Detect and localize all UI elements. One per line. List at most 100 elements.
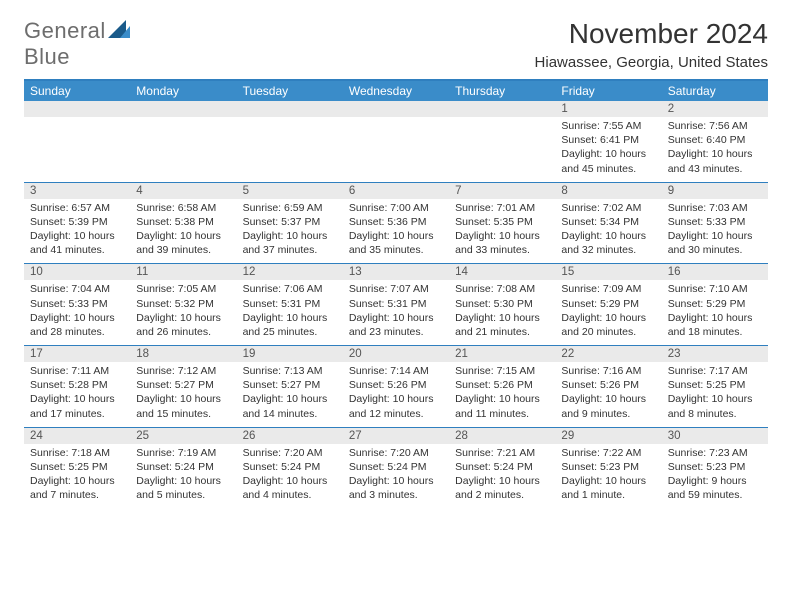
sunset-text: Sunset: 5:31 PM bbox=[243, 297, 337, 311]
day-header-row: SundayMondayTuesdayWednesdayThursdayFrid… bbox=[24, 81, 768, 101]
sunrise-text: Sunrise: 7:09 AM bbox=[561, 282, 655, 296]
day-cell: Sunrise: 7:17 AMSunset: 5:25 PMDaylight:… bbox=[662, 362, 768, 427]
daylight-text: Daylight: 10 hours and 39 minutes. bbox=[136, 229, 230, 257]
sunset-text: Sunset: 5:31 PM bbox=[349, 297, 443, 311]
daylight-text: Daylight: 10 hours and 7 minutes. bbox=[30, 474, 124, 502]
date-cell: 20 bbox=[343, 346, 449, 362]
sunset-text: Sunset: 5:23 PM bbox=[561, 460, 655, 474]
sunrise-text: Sunrise: 7:23 AM bbox=[668, 446, 762, 460]
date-row: 17181920212223 bbox=[24, 345, 768, 362]
sunset-text: Sunset: 5:35 PM bbox=[455, 215, 549, 229]
date-cell: 12 bbox=[237, 264, 343, 280]
date-cell: 25 bbox=[130, 428, 236, 444]
date-cell: 16 bbox=[662, 264, 768, 280]
date-cell: 29 bbox=[555, 428, 661, 444]
sunset-text: Sunset: 5:24 PM bbox=[136, 460, 230, 474]
content-row: Sunrise: 7:11 AMSunset: 5:28 PMDaylight:… bbox=[24, 362, 768, 427]
day-cell bbox=[343, 117, 449, 182]
date-cell: 8 bbox=[555, 183, 661, 199]
sunrise-text: Sunrise: 6:58 AM bbox=[136, 201, 230, 215]
sunset-text: Sunset: 5:26 PM bbox=[561, 378, 655, 392]
day-cell: Sunrise: 7:20 AMSunset: 5:24 PMDaylight:… bbox=[237, 444, 343, 509]
sunset-text: Sunset: 5:33 PM bbox=[668, 215, 762, 229]
daylight-text: Daylight: 10 hours and 32 minutes. bbox=[561, 229, 655, 257]
date-cell: 18 bbox=[130, 346, 236, 362]
sunset-text: Sunset: 5:24 PM bbox=[455, 460, 549, 474]
date-cell: 3 bbox=[24, 183, 130, 199]
sunset-text: Sunset: 5:33 PM bbox=[30, 297, 124, 311]
day-header: Thursday bbox=[449, 81, 555, 101]
sunrise-text: Sunrise: 7:13 AM bbox=[243, 364, 337, 378]
date-cell: 28 bbox=[449, 428, 555, 444]
day-cell: Sunrise: 7:02 AMSunset: 5:34 PMDaylight:… bbox=[555, 199, 661, 264]
day-cell: Sunrise: 6:58 AMSunset: 5:38 PMDaylight:… bbox=[130, 199, 236, 264]
day-cell bbox=[130, 117, 236, 182]
day-cell bbox=[24, 117, 130, 182]
date-row: 3456789 bbox=[24, 182, 768, 199]
location: Hiawassee, Georgia, United States bbox=[535, 54, 768, 71]
sunrise-text: Sunrise: 7:22 AM bbox=[561, 446, 655, 460]
sunrise-text: Sunrise: 7:16 AM bbox=[561, 364, 655, 378]
daylight-text: Daylight: 10 hours and 23 minutes. bbox=[349, 311, 443, 339]
sunrise-text: Sunrise: 7:20 AM bbox=[349, 446, 443, 460]
daylight-text: Daylight: 10 hours and 20 minutes. bbox=[561, 311, 655, 339]
date-cell: 17 bbox=[24, 346, 130, 362]
sunset-text: Sunset: 5:26 PM bbox=[349, 378, 443, 392]
day-cell: Sunrise: 7:15 AMSunset: 5:26 PMDaylight:… bbox=[449, 362, 555, 427]
sunrise-text: Sunrise: 7:02 AM bbox=[561, 201, 655, 215]
sunset-text: Sunset: 5:30 PM bbox=[455, 297, 549, 311]
daylight-text: Daylight: 10 hours and 25 minutes. bbox=[243, 311, 337, 339]
content-row: Sunrise: 7:18 AMSunset: 5:25 PMDaylight:… bbox=[24, 444, 768, 509]
daylight-text: Daylight: 10 hours and 33 minutes. bbox=[455, 229, 549, 257]
daylight-text: Daylight: 10 hours and 30 minutes. bbox=[668, 229, 762, 257]
date-cell: 15 bbox=[555, 264, 661, 280]
sunrise-text: Sunrise: 7:07 AM bbox=[349, 282, 443, 296]
daylight-text: Daylight: 10 hours and 1 minute. bbox=[561, 474, 655, 502]
content-row: Sunrise: 6:57 AMSunset: 5:39 PMDaylight:… bbox=[24, 199, 768, 264]
day-cell: Sunrise: 7:19 AMSunset: 5:24 PMDaylight:… bbox=[130, 444, 236, 509]
sunrise-text: Sunrise: 7:08 AM bbox=[455, 282, 549, 296]
daylight-text: Daylight: 10 hours and 18 minutes. bbox=[668, 311, 762, 339]
date-row: 24252627282930 bbox=[24, 427, 768, 444]
date-cell: 14 bbox=[449, 264, 555, 280]
day-cell: Sunrise: 7:10 AMSunset: 5:29 PMDaylight:… bbox=[662, 280, 768, 345]
day-cell: Sunrise: 7:07 AMSunset: 5:31 PMDaylight:… bbox=[343, 280, 449, 345]
date-cell bbox=[24, 101, 130, 117]
daylight-text: Daylight: 10 hours and 28 minutes. bbox=[30, 311, 124, 339]
day-cell: Sunrise: 7:05 AMSunset: 5:32 PMDaylight:… bbox=[130, 280, 236, 345]
daylight-text: Daylight: 10 hours and 17 minutes. bbox=[30, 392, 124, 420]
sunset-text: Sunset: 6:40 PM bbox=[668, 133, 762, 147]
daylight-text: Daylight: 10 hours and 8 minutes. bbox=[668, 392, 762, 420]
logo-text-blue: Blue bbox=[24, 44, 70, 69]
sunrise-text: Sunrise: 7:06 AM bbox=[243, 282, 337, 296]
date-cell bbox=[343, 101, 449, 117]
daylight-text: Daylight: 10 hours and 4 minutes. bbox=[243, 474, 337, 502]
date-cell: 26 bbox=[237, 428, 343, 444]
date-row: 10111213141516 bbox=[24, 263, 768, 280]
day-cell bbox=[449, 117, 555, 182]
daylight-text: Daylight: 10 hours and 41 minutes. bbox=[30, 229, 124, 257]
title-block: November 2024 Hiawassee, Georgia, United… bbox=[535, 18, 768, 71]
date-cell: 13 bbox=[343, 264, 449, 280]
sunrise-text: Sunrise: 7:56 AM bbox=[668, 119, 762, 133]
sunset-text: Sunset: 5:23 PM bbox=[668, 460, 762, 474]
header: General Blue November 2024 Hiawassee, Ge… bbox=[24, 18, 768, 71]
sunrise-text: Sunrise: 7:20 AM bbox=[243, 446, 337, 460]
date-cell: 24 bbox=[24, 428, 130, 444]
daylight-text: Daylight: 10 hours and 26 minutes. bbox=[136, 311, 230, 339]
date-cell bbox=[130, 101, 236, 117]
daylight-text: Daylight: 10 hours and 37 minutes. bbox=[243, 229, 337, 257]
day-header: Sunday bbox=[24, 81, 130, 101]
sunset-text: Sunset: 5:32 PM bbox=[136, 297, 230, 311]
sunrise-text: Sunrise: 7:55 AM bbox=[561, 119, 655, 133]
sunset-text: Sunset: 5:24 PM bbox=[243, 460, 337, 474]
day-cell: Sunrise: 7:13 AMSunset: 5:27 PMDaylight:… bbox=[237, 362, 343, 427]
day-cell: Sunrise: 7:06 AMSunset: 5:31 PMDaylight:… bbox=[237, 280, 343, 345]
date-row: 12 bbox=[24, 101, 768, 117]
sunrise-text: Sunrise: 7:00 AM bbox=[349, 201, 443, 215]
day-cell: Sunrise: 7:23 AMSunset: 5:23 PMDaylight:… bbox=[662, 444, 768, 509]
sunrise-text: Sunrise: 7:05 AM bbox=[136, 282, 230, 296]
day-cell: Sunrise: 7:14 AMSunset: 5:26 PMDaylight:… bbox=[343, 362, 449, 427]
sunset-text: Sunset: 5:39 PM bbox=[30, 215, 124, 229]
day-header: Saturday bbox=[662, 81, 768, 101]
